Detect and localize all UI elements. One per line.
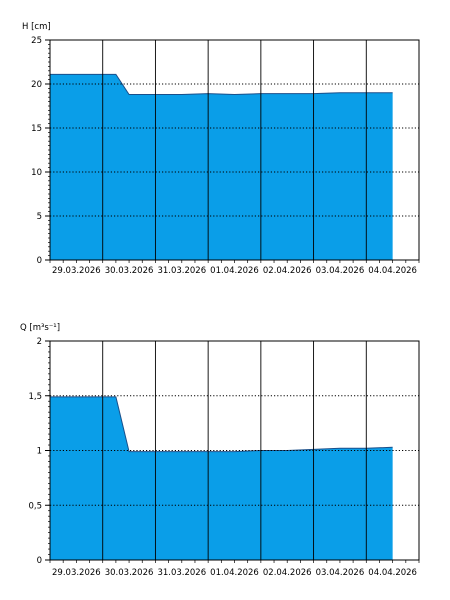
water-level-chart: H [cm] 0 5 10 15 20 25 29.03.2026 30.03.2026 31.0… <box>22 22 420 276</box>
y-tick-label: 15 <box>31 124 42 134</box>
y-tick-label: 20 <box>31 80 42 90</box>
x-tick-label: 04.04.2026 <box>368 568 417 578</box>
y-tick-label: 10 <box>31 168 42 178</box>
x-tick-label: 01.04.2026 <box>210 266 259 276</box>
x-tick-label: 02.04.2026 <box>263 266 312 276</box>
x-tick-label: 30.03.2026 <box>105 266 154 276</box>
series-area <box>50 396 393 560</box>
y-axis-label: Q [m³s⁻¹] <box>20 323 60 333</box>
y-axis-label: H [cm] <box>22 22 51 32</box>
plot-frame <box>49 340 420 561</box>
x-tick-label: 31.03.2026 <box>157 266 206 276</box>
y-tick-label: 5 <box>37 212 42 222</box>
plot-frame <box>49 39 420 261</box>
x-tick-label: 03.04.2026 <box>316 266 365 276</box>
x-tick-label: 03.04.2026 <box>316 568 365 578</box>
x-tick-label: 29.03.2026 <box>52 568 101 578</box>
x-tick-label: 31.03.2026 <box>157 568 206 578</box>
series-area <box>50 74 393 260</box>
series-line <box>50 396 393 453</box>
x-tick-label: 29.03.2026 <box>52 266 101 276</box>
y-tick-label: 1 <box>37 447 42 457</box>
series-line <box>50 73 393 96</box>
x-tick-label: 04.04.2026 <box>368 266 417 276</box>
x-tick-label: 02.04.2026 <box>263 568 312 578</box>
y-tick-label: 0 <box>37 556 42 566</box>
x-tick-label: 01.04.2026 <box>210 568 259 578</box>
y-tick-label: 25 <box>31 36 42 46</box>
y-tick-label: 2 <box>37 337 42 347</box>
discharge-chart: Q [m³s⁻¹] 0 0,5 1 1,5 2 29.03.2026 30.03.2026 31… <box>20 323 420 578</box>
y-tick-label: 1,5 <box>28 392 42 402</box>
y-tick-label: 0 <box>37 256 42 266</box>
x-tick-label: 30.03.2026 <box>105 568 154 578</box>
y-tick-label: 0,5 <box>28 501 42 511</box>
